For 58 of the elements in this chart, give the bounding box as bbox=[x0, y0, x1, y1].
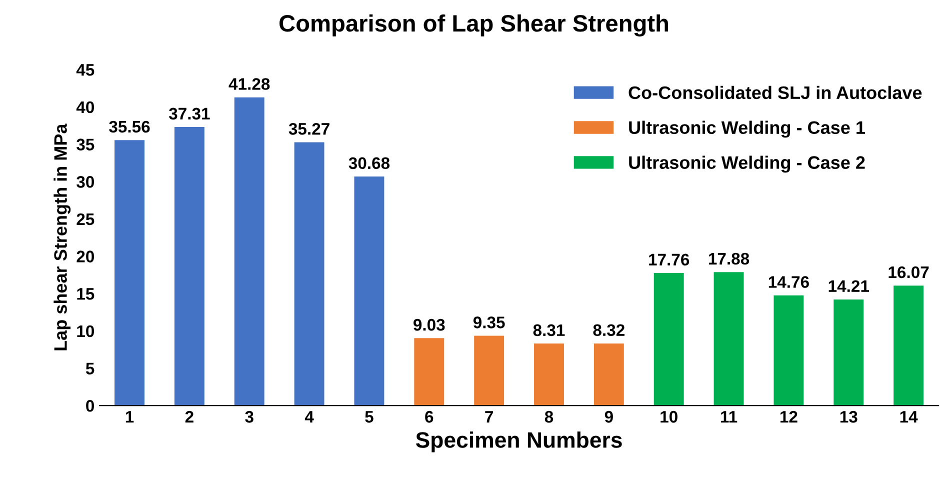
y-tick-label: 5 bbox=[86, 362, 94, 374]
x-tick-label: 3 bbox=[245, 410, 254, 423]
y-tick-label: 15 bbox=[77, 288, 94, 300]
x-tick-label: 7 bbox=[485, 411, 493, 423]
x-tick-label: 12 bbox=[780, 410, 798, 423]
bar bbox=[474, 336, 504, 406]
data-label: 14.76 bbox=[768, 276, 809, 288]
data-label: 16.07 bbox=[888, 266, 929, 278]
x-tick-label: 10 bbox=[660, 410, 678, 423]
y-tick-label: 0 bbox=[86, 400, 94, 412]
chart-title: Comparison of Lap Shear Strength bbox=[280, 14, 668, 37]
data-label: 35.56 bbox=[109, 120, 150, 133]
y-tick-label: 25 bbox=[76, 213, 94, 226]
bar bbox=[774, 295, 804, 406]
data-label: 17.76 bbox=[649, 254, 690, 266]
y-tick-label: 35 bbox=[76, 138, 94, 150]
x-tick-label: 1 bbox=[126, 411, 134, 423]
data-label: 9.03 bbox=[414, 318, 445, 331]
data-label: 8.31 bbox=[533, 324, 565, 336]
x-tick-label: 5 bbox=[365, 411, 374, 423]
x-tick-label: 9 bbox=[604, 410, 613, 423]
bar bbox=[534, 344, 564, 406]
x-tick-label: 8 bbox=[544, 410, 554, 423]
x-tick-label: 11 bbox=[721, 411, 738, 423]
bar bbox=[114, 140, 144, 406]
data-label: 9.35 bbox=[473, 316, 505, 328]
y-tick-label: 40 bbox=[76, 101, 94, 114]
legend-label: Ultrasonic Welding - Case 1 bbox=[629, 120, 865, 138]
bar bbox=[594, 343, 624, 406]
y-tick-label: 10 bbox=[77, 325, 94, 338]
data-label: 30.68 bbox=[348, 157, 390, 170]
bar bbox=[354, 176, 384, 406]
data-label: 14.21 bbox=[828, 280, 870, 292]
legend-label: Ultrasonic Welding - Case 2 bbox=[629, 156, 865, 173]
legend-label: Co-Consolidated SLJ in Autoclave bbox=[628, 86, 922, 100]
bar bbox=[414, 338, 444, 406]
y-axis-title: Lap shear Strength in MPa bbox=[54, 124, 71, 350]
bar bbox=[834, 300, 864, 406]
data-label: 8.32 bbox=[593, 324, 624, 336]
x-tick-label: 2 bbox=[185, 410, 194, 423]
x-axis-title: Specimen Numbers bbox=[416, 432, 622, 452]
y-tick-label: 30 bbox=[76, 176, 94, 188]
x-tick-label: 13 bbox=[840, 410, 858, 423]
y-tick-label: 20 bbox=[76, 250, 94, 262]
y-tick-label: 45 bbox=[76, 64, 94, 76]
bar bbox=[894, 286, 924, 406]
data-label: 37.31 bbox=[168, 108, 210, 120]
x-tick-label: 14 bbox=[900, 411, 918, 423]
bar bbox=[654, 272, 684, 406]
x-tick-label: 4 bbox=[304, 411, 314, 423]
data-label: 41.28 bbox=[228, 78, 270, 90]
bar bbox=[714, 272, 744, 406]
x-tick-label: 6 bbox=[425, 410, 434, 423]
data-label: 17.88 bbox=[708, 252, 750, 265]
bar bbox=[294, 142, 324, 406]
data-label: 35.27 bbox=[288, 122, 330, 135]
bar bbox=[234, 97, 264, 406]
bar bbox=[174, 127, 204, 406]
